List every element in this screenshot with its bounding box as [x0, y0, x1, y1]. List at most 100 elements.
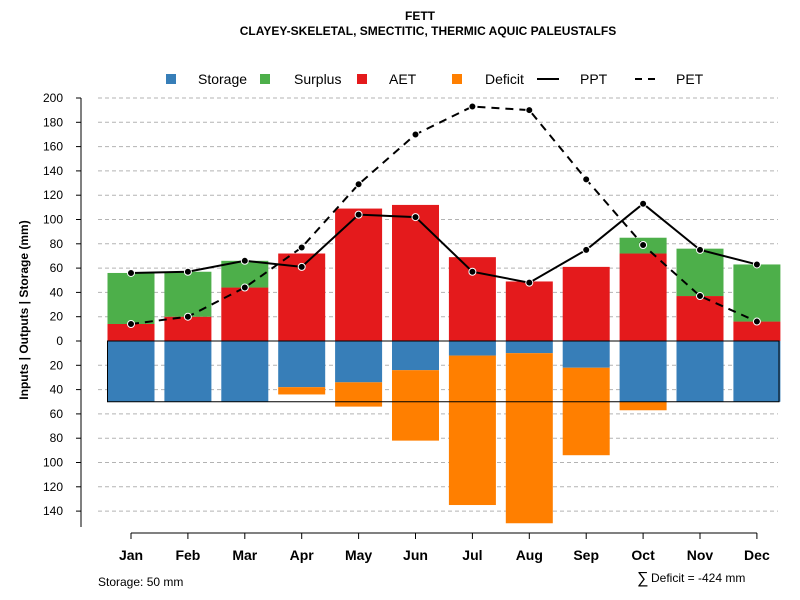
- x-axis: Jan Feb Mar Apr May Jun Jul Aug Sep Oct Nov Dec: [119, 532, 770, 563]
- chart-title: FETT: [405, 9, 436, 23]
- bar-storage: [448, 341, 496, 356]
- bar-storage: [107, 341, 155, 402]
- y-tick-label: 80: [50, 237, 64, 251]
- ppt-point: [525, 278, 534, 287]
- bar-aet: [733, 321, 781, 341]
- bar-storage: [676, 341, 724, 402]
- pet-point: [468, 102, 477, 111]
- bar-aet: [562, 266, 610, 341]
- y-tick-label: 160: [43, 140, 63, 154]
- storage-capacity-box: [107, 340, 780, 403]
- y-tick-label: 40: [50, 383, 64, 397]
- y-tick-label: 60: [50, 261, 64, 275]
- bar-surplus: [733, 264, 781, 322]
- bar-surplus: [221, 260, 269, 288]
- legend-label: Deficit: [485, 71, 524, 87]
- y-tick-label: 40: [50, 285, 64, 299]
- bar-deficit: [619, 401, 667, 411]
- bar-aet: [164, 316, 212, 341]
- bar-storage: [164, 341, 212, 402]
- bar-deficit: [562, 367, 610, 456]
- legend-label: AET: [389, 71, 417, 87]
- y-tick-label: 140: [43, 164, 63, 178]
- bar-layer: [107, 204, 781, 524]
- bar-storage: [392, 341, 439, 371]
- bar-aet: [619, 253, 667, 341]
- pet-point: [127, 319, 135, 328]
- ppt-point: [240, 256, 249, 265]
- ppt-point: [639, 199, 648, 208]
- bar-deficit: [448, 355, 496, 506]
- bar-deficit: [278, 387, 326, 395]
- bar-aet: [107, 323, 155, 341]
- pet-point: [582, 175, 591, 184]
- y-tick-label: 200: [43, 91, 63, 105]
- ppt-point: [354, 210, 363, 219]
- x-tick-label: Mar: [232, 547, 257, 563]
- y-tick-label: 120: [43, 188, 63, 202]
- bar-aet: [392, 204, 439, 341]
- x-tick-label: Nov: [687, 547, 714, 563]
- ppt-point: [468, 267, 477, 276]
- y-tick-label: 180: [43, 115, 63, 129]
- y-tick-label: 100: [43, 213, 63, 227]
- x-tick-label: Dec: [744, 547, 770, 563]
- y-tick-label: 100: [43, 456, 63, 470]
- bar-deficit: [505, 353, 553, 524]
- storage-note: Storage: 50 mm: [98, 575, 183, 589]
- pet-point: [183, 312, 192, 321]
- bar-deficit: [392, 370, 439, 441]
- ppt-point: [582, 245, 591, 254]
- pet-point: [411, 130, 420, 139]
- pet-point: [639, 241, 648, 250]
- legend-label: PPT: [580, 71, 608, 87]
- y-tick-label: 120: [43, 480, 63, 494]
- ppt-point: [696, 245, 704, 254]
- x-tick-label: Aug: [516, 547, 543, 563]
- bar-storage: [335, 341, 383, 383]
- bar-storage: [221, 341, 269, 402]
- x-tick-label: Oct: [631, 547, 655, 563]
- bar-aet: [335, 208, 383, 341]
- chart-subtitle: CLAYEY-SKELETAL, SMECTITIC, THERMIC AQUI…: [240, 24, 616, 38]
- sum-symbol: ∑: [637, 570, 648, 587]
- y-tick-label: 60: [50, 407, 64, 421]
- y-tick-label: 80: [50, 431, 64, 445]
- ppt-point: [752, 260, 761, 269]
- legend-label: Storage: [198, 71, 247, 87]
- line-layer: [127, 102, 761, 328]
- bar-deficit: [335, 382, 383, 407]
- pet-point: [240, 283, 249, 292]
- legend-swatch: [357, 74, 367, 84]
- ppt-point: [411, 213, 420, 222]
- y-axis: 2001801601401201008060402002040608010012…: [43, 91, 82, 527]
- bar-storage: [278, 341, 326, 388]
- legend-label: Surplus: [294, 71, 341, 87]
- pet-point: [297, 243, 306, 252]
- bar-aet: [505, 281, 553, 341]
- pet-point: [525, 106, 534, 115]
- x-tick-label: Feb: [175, 547, 200, 563]
- y-tick-label: 20: [50, 310, 64, 324]
- chart-legend: Storage Surplus AET Deficit PPT PET: [166, 71, 704, 87]
- legend-swatch: [166, 74, 176, 84]
- legend-swatch: [452, 74, 462, 84]
- bar-storage: [733, 341, 781, 402]
- bar-storage: [562, 341, 610, 368]
- x-tick-label: Apr: [290, 547, 315, 563]
- x-tick-label: May: [345, 547, 372, 563]
- ppt-point: [183, 267, 192, 276]
- bar-storage: [619, 341, 667, 402]
- bar-surplus: [107, 272, 155, 324]
- y-tick-label: 0: [56, 334, 63, 348]
- x-tick-label: Jun: [403, 547, 428, 563]
- ppt-line: [130, 202, 758, 284]
- pet-point: [354, 180, 363, 189]
- pet-point: [696, 292, 704, 301]
- bar-surplus: [164, 271, 212, 317]
- pet-point: [752, 317, 761, 326]
- legend-label: PET: [676, 71, 704, 87]
- x-tick-label: Jan: [119, 547, 143, 563]
- legend-swatch: [260, 74, 270, 84]
